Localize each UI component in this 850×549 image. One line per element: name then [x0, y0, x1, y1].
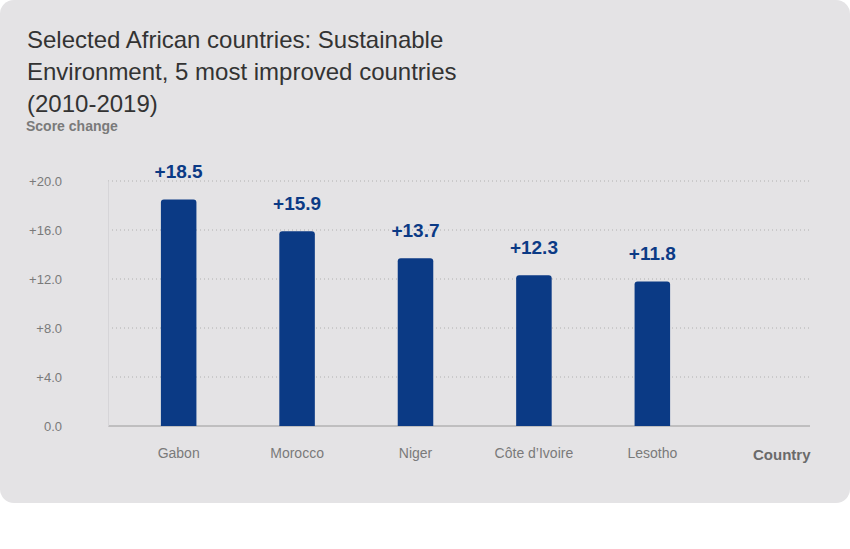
bar [279, 231, 315, 426]
data-label: +12.3 [510, 237, 558, 258]
x-tick-label: Niger [399, 445, 433, 461]
x-tick-label: Côte d’Ivoire [495, 445, 574, 461]
x-axis-title: Country [753, 446, 811, 463]
y-tick-label: +4.0 [36, 370, 62, 385]
y-tick-label: 0.0 [44, 419, 62, 434]
data-label: +15.9 [273, 193, 321, 214]
bar [161, 199, 197, 426]
data-label: +11.8 [629, 243, 676, 264]
y-tick-label: +12.0 [29, 272, 62, 287]
data-labels: +18.5 +15.9 +13.7 +12.3 +11.8 [155, 161, 676, 264]
bar [398, 258, 434, 426]
chart: Selected African countries: SustainableE… [0, 0, 850, 549]
y-axis: 0.0 +4.0 +8.0 +12.0 +16.0 +20.0 [29, 174, 108, 434]
bar [635, 281, 671, 426]
y-tick: 0.0 [44, 419, 108, 434]
x-axis-line [79, 426, 754, 427]
y-tick: +16.0 [29, 223, 108, 238]
x-tick: Morocco [270, 426, 324, 461]
y-tick-label: +8.0 [36, 321, 62, 336]
grid-line [108, 377, 810, 378]
grid-line [108, 328, 810, 329]
y-tick-label: +16.0 [29, 223, 62, 238]
card-background [0, 0, 850, 503]
y-tick: +8.0 [36, 321, 108, 336]
bar [516, 275, 552, 426]
grid [108, 181, 810, 426]
x-tick: Niger [399, 426, 433, 461]
x-tick-label: Morocco [270, 445, 324, 461]
data-label: +13.7 [391, 220, 439, 241]
grid-line [108, 230, 810, 231]
x-tick-label: Lesotho [627, 445, 677, 461]
y-tick: +4.0 [36, 370, 108, 385]
title: Selected African countries: SustainableE… [27, 26, 457, 117]
y-tick: +12.0 [29, 272, 108, 287]
x-tick: Côte d’Ivoire [495, 426, 574, 461]
y-tick-label: +20.0 [29, 174, 62, 189]
x-tick-label: Gabon [158, 445, 200, 461]
x-tick: Lesotho [627, 426, 677, 461]
grid-line [108, 279, 810, 280]
y-axis-line [108, 182, 109, 427]
y-tick: +20.0 [29, 174, 108, 189]
bars [161, 199, 670, 426]
x-axis: Gabon Morocco Niger Côte d’Ivoire Lesotho [79, 426, 754, 461]
x-tick: Gabon [158, 426, 200, 461]
grid-line [108, 181, 810, 182]
grid-line [108, 426, 810, 427]
y-axis-title: Score change [26, 118, 118, 134]
data-label: +18.5 [155, 161, 204, 182]
